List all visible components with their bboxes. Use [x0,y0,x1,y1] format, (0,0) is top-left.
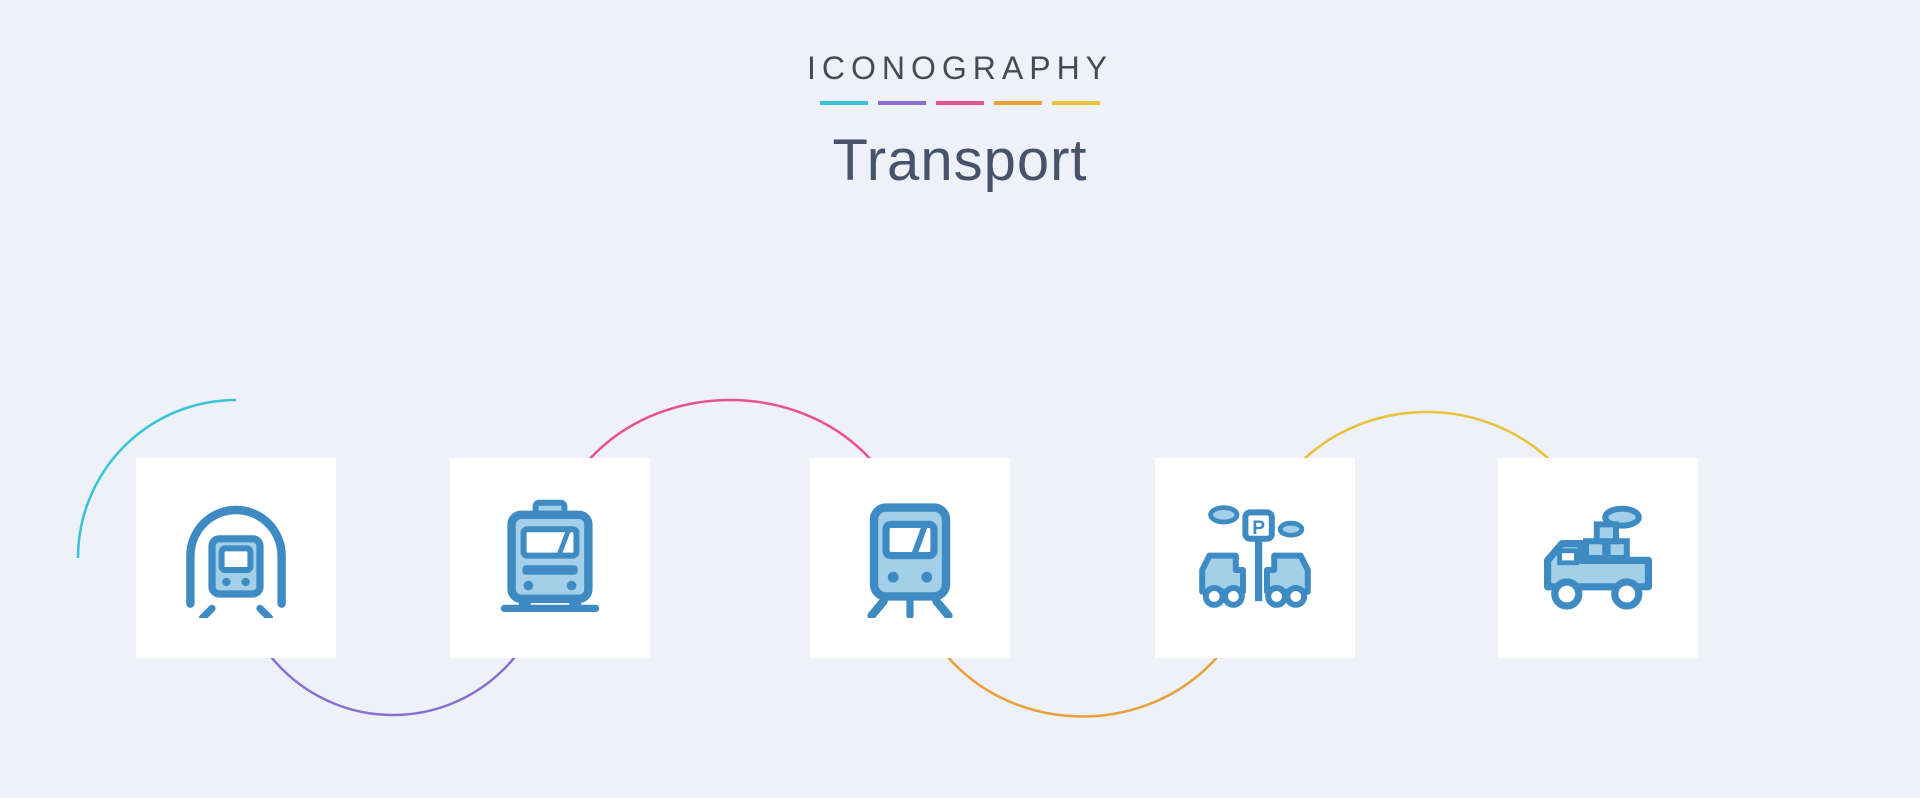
bar-pink [936,101,984,105]
bus-icon [490,498,610,618]
icon-card-bus [450,458,650,658]
delivery-truck-icon [1538,498,1658,618]
icon-card-parking: P [1155,458,1355,658]
icon-card-tram [810,458,1010,658]
bar-cyan [820,101,868,105]
bar-purple [878,101,926,105]
color-bars [807,101,1113,105]
category-title: Transport [807,127,1113,194]
bar-orange [994,101,1042,105]
icon-card-subway-tunnel [136,458,336,658]
icons-row: P [0,398,1920,718]
icon-card-delivery-truck [1498,458,1698,658]
bar-yellow [1052,101,1100,105]
tram-icon [850,498,970,618]
header: ICONOGRAPHY Transport [807,50,1113,194]
subway-tunnel-icon [176,498,296,618]
brand-title: ICONOGRAPHY [807,50,1113,87]
parking-icon: P [1195,498,1315,618]
svg-text:P: P [1252,518,1265,539]
